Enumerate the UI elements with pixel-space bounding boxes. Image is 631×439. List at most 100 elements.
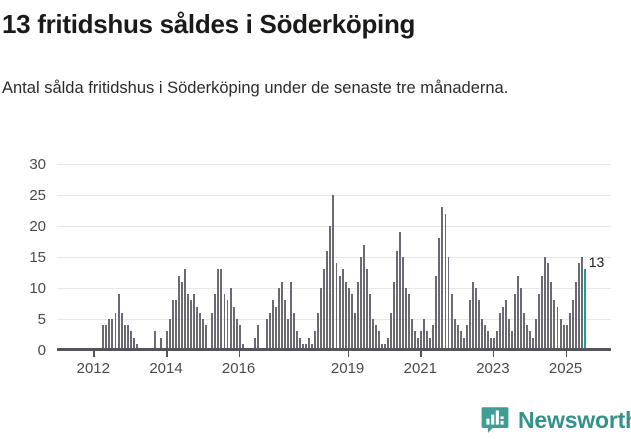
bar <box>423 319 426 350</box>
bar <box>117 294 120 350</box>
bar <box>559 319 562 350</box>
bar <box>365 269 368 350</box>
bar <box>368 294 371 350</box>
x-tick-label: 2014 <box>149 360 183 377</box>
bar <box>456 325 459 350</box>
bar <box>199 312 202 350</box>
x-tick-label: 2012 <box>76 360 110 377</box>
bar <box>565 325 568 350</box>
bar-highlighted <box>583 269 586 350</box>
bar <box>299 337 302 350</box>
logo-wordmark: Newsworthy <box>518 406 631 433</box>
x-tick-mark <box>238 350 241 357</box>
plot-area <box>57 164 611 350</box>
bar <box>362 244 365 350</box>
bar <box>238 325 241 350</box>
x-tick-mark <box>420 350 422 357</box>
bar <box>196 306 199 350</box>
bar <box>393 281 395 350</box>
x-tick-mark <box>492 350 495 357</box>
bar <box>253 337 256 350</box>
bar <box>338 275 341 350</box>
bar <box>135 343 138 350</box>
bar <box>383 343 386 350</box>
bar <box>574 281 577 350</box>
bar <box>498 312 501 350</box>
bar <box>341 269 344 350</box>
bar <box>190 300 193 350</box>
gridline <box>57 164 611 165</box>
bar <box>344 281 347 350</box>
bar <box>571 300 574 350</box>
bar <box>353 312 356 350</box>
bar <box>474 288 477 350</box>
bar <box>284 300 287 350</box>
bar <box>390 312 392 350</box>
bar <box>432 325 435 350</box>
bar <box>514 294 517 350</box>
bar <box>223 294 226 350</box>
bar <box>465 325 468 350</box>
bar <box>268 312 271 350</box>
bar <box>502 306 504 350</box>
bar <box>441 207 444 350</box>
bar <box>359 257 362 350</box>
bar <box>172 300 174 350</box>
bar <box>495 331 498 350</box>
bar <box>317 312 320 350</box>
bar <box>459 331 462 350</box>
bar <box>126 325 129 350</box>
bar <box>265 319 268 350</box>
bar <box>444 213 447 350</box>
bar <box>277 288 280 350</box>
bar <box>184 269 187 350</box>
bar <box>356 281 359 350</box>
bar-chart: 0 5 10 15 20 25 30 2012 2014 2016 2019 2021 2023 202… <box>0 150 631 395</box>
bar <box>435 275 438 350</box>
bar <box>453 319 456 350</box>
bar <box>438 238 441 350</box>
y-tick-label: 15 <box>29 249 46 266</box>
bar <box>120 312 123 350</box>
bar-series <box>57 164 611 350</box>
y-tick-label: 0 <box>37 342 46 359</box>
bar <box>380 343 383 350</box>
y-tick-label: 10 <box>29 280 46 297</box>
x-axis-line <box>57 348 611 351</box>
bar <box>193 294 196 350</box>
bar <box>326 250 329 350</box>
x-tick-mark <box>347 350 350 357</box>
bar <box>111 319 114 350</box>
y-tick-label: 5 <box>37 311 46 328</box>
bar <box>508 319 511 350</box>
bar <box>323 269 326 350</box>
bar <box>159 337 162 350</box>
bar <box>205 325 208 350</box>
bar <box>471 281 474 350</box>
bar <box>377 331 380 350</box>
bar <box>553 300 556 350</box>
bar <box>414 331 417 350</box>
bar <box>181 281 184 350</box>
bar <box>132 337 135 350</box>
bar <box>577 263 580 350</box>
x-tick-label: 2016 <box>221 360 256 377</box>
bar <box>420 331 423 350</box>
bar <box>229 288 232 350</box>
bar <box>408 294 411 350</box>
bar <box>108 319 111 350</box>
bar <box>480 319 483 350</box>
bar <box>520 288 523 350</box>
bar <box>220 269 223 350</box>
bar <box>105 325 108 350</box>
x-tick-label: 2025 <box>548 360 583 377</box>
bar <box>550 281 553 350</box>
x-tick-mark <box>93 350 95 357</box>
bar <box>335 263 338 350</box>
newsworthy-logo[interactable]: Newsworthy <box>481 404 631 436</box>
bar <box>350 294 353 350</box>
bar <box>417 337 420 350</box>
bar <box>308 337 311 350</box>
bar <box>483 325 486 350</box>
